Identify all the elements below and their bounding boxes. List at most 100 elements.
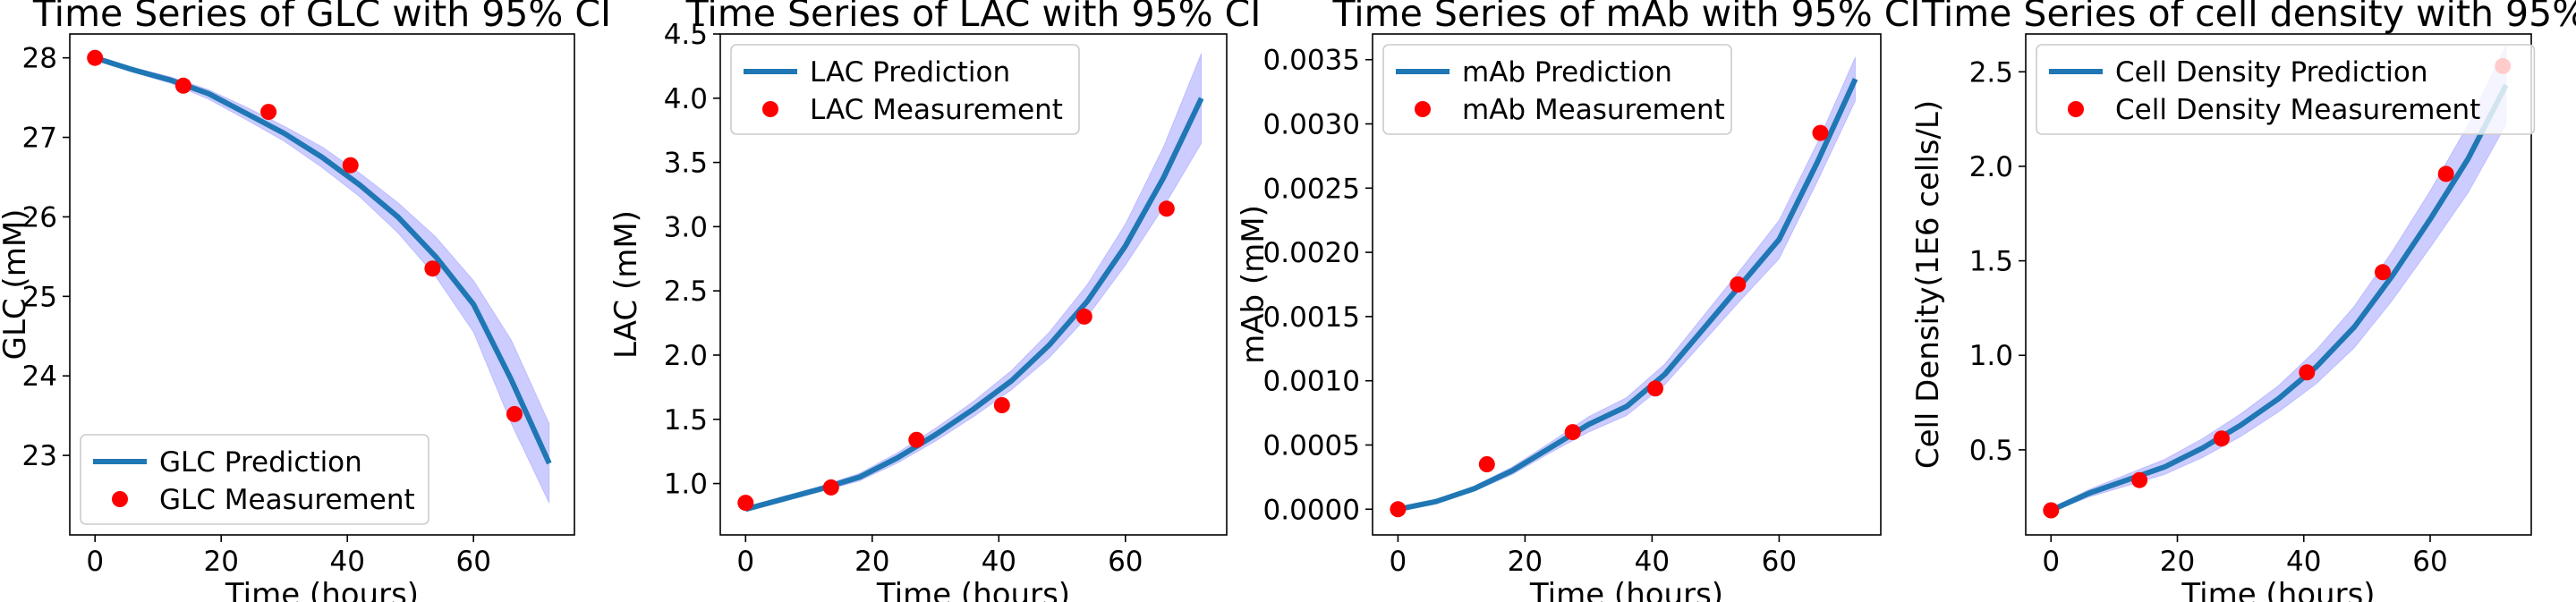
y-tick-label: 0.0005 [1263,429,1360,462]
x-tick-label: 20 [2160,546,2195,578]
y-tick-label: 3.5 [664,148,708,180]
plot-area [87,49,552,504]
x-tick-label: 40 [1635,546,1670,578]
x-tick-label: 0 [1390,546,1407,578]
legend: GLC Prediction GLC Measurement [80,434,429,525]
measurement-point [822,479,839,496]
chart-title: Time Series of mAb with 95% CI [1332,0,1921,35]
legend-box [1382,44,1732,135]
chart-title: Time Series of LAC with 95% CI [685,0,1262,35]
y-tick-label: 0.0025 [1263,173,1360,205]
y-tick-label: 25 [22,281,57,313]
chart-title: Time Series of GLC with 95% CI [32,0,611,35]
x-axis-label: Time (hours) [2181,577,2375,602]
x-tick-label: 20 [203,546,238,578]
y-axis-label: GLC (mM) [0,209,33,360]
legend-marker-swatch [762,101,778,117]
measurement-point [908,431,925,448]
y-tick-label: 3.0 [664,211,708,243]
y-axis-label: Cell Density(1E6 cells/L) [1910,100,1946,469]
y-tick-label: 0.0010 [1263,366,1360,398]
measurement-point [1564,424,1581,441]
measurement-point [506,405,523,422]
legend-box [2036,44,2536,135]
y-tick-label: 1.0 [1969,340,2013,372]
measurement-point [993,397,1010,413]
axes-frame [69,33,575,536]
chart-glc: 0 20 40 60 23 24 25 26 27 28 Time Series of GLC wi… [0,0,611,602]
measurement-point [2299,364,2316,381]
y-tick-label: 4.5 [664,19,708,51]
y-tick-label: 0.0015 [1263,301,1360,334]
x-tick-label: 20 [854,546,889,578]
y-tick-label: 1.5 [1969,246,2013,278]
y-tick-label: 0.5 [1969,435,2013,467]
measurement-point [2131,471,2148,488]
legend-label-measurement: mAb Measurement [1462,94,1725,126]
axes-frame [2025,33,2532,536]
prediction-line [94,55,552,465]
measurement-point [87,49,104,66]
y-tick-label: 2.5 [1969,56,2013,89]
y-tick-label: 4.0 [664,83,708,115]
legend-marker-swatch [1415,101,1431,117]
y-tick-label: 2.0 [664,340,708,372]
y-tick-label: 23 [22,440,57,472]
measurement-point [2375,264,2391,281]
y-tick-label: 1.5 [664,404,708,437]
legend-label-prediction: mAb Prediction [1462,56,1672,89]
measurement-point [424,260,441,277]
x-tick-label: 0 [86,546,104,578]
legend-box [730,44,1080,135]
legend-label-measurement: GLC Measurement [159,484,415,516]
axes-frame [719,33,1228,536]
x-tick-label: 0 [736,546,754,578]
x-tick-label: 60 [1108,546,1143,578]
y-tick-label: 1.0 [664,469,708,501]
measurement-point [2213,430,2230,447]
x-axis-label: Time (hours) [876,577,1070,602]
y-tick-label: 0.0020 [1263,237,1360,269]
measurement-point [174,77,191,94]
legend-label-measurement: LAC Measurement [810,94,1063,126]
legend-label-prediction: GLC Prediction [159,446,362,479]
measurement-point [342,157,359,174]
x-tick-label: 60 [2412,546,2447,578]
measurement-point [1390,501,1407,518]
ci-band [1398,56,1857,510]
measurement-point [260,104,277,121]
y-axis-label: LAC (mM) [608,210,644,359]
x-tick-label: 40 [2286,546,2321,578]
legend-marker-swatch [112,491,128,507]
y-tick-label: 0.0030 [1263,109,1360,141]
legend-marker-swatch [2068,101,2084,117]
prediction-line [2050,83,2509,513]
x-tick-label: 20 [1508,546,1543,578]
legend-label-prediction: Cell Density Prediction [2115,56,2428,89]
x-axis-label: Time (hours) [1529,577,1723,602]
chart-cd: 0 20 40 60 0.5 1.0 1.5 2.0 2.5 Time Series of cel… [1910,0,2576,602]
measurement-point [1730,276,1747,293]
axes-frame [1372,33,1882,536]
measurement-point [737,495,754,512]
x-tick-label: 60 [455,546,490,578]
x-tick-label: 40 [982,546,1016,578]
measurement-point [2437,165,2454,182]
x-tick-label: 40 [329,546,364,578]
measurement-point [1158,200,1175,217]
prediction-line [1397,78,1858,513]
measurement-point [1478,456,1495,472]
legend: LAC Prediction LAC Measurement [730,44,1080,135]
legend-box [80,434,429,525]
y-tick-label: 2.5 [664,276,708,308]
legend-label-measurement: Cell Density Measurement [2115,94,2480,126]
plot-area [1390,56,1858,518]
legend-label-prediction: LAC Prediction [810,56,1010,89]
measurement-point [1647,380,1663,397]
x-axis-label: Time (hours) [225,577,419,602]
plot-area [737,53,1204,513]
y-tick-label: 0.0035 [1263,45,1360,77]
measurement-point [1812,124,1829,141]
